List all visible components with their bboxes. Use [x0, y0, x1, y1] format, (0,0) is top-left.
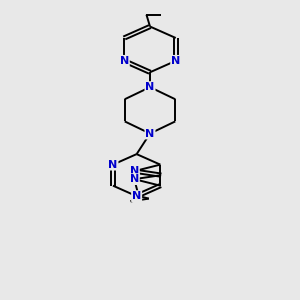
Text: N: N	[171, 56, 180, 66]
Text: N: N	[146, 128, 154, 139]
Text: N: N	[120, 56, 129, 66]
Text: N: N	[132, 191, 141, 201]
Text: N: N	[130, 174, 139, 184]
Text: N: N	[146, 82, 154, 92]
Text: N: N	[108, 160, 118, 170]
Text: N: N	[130, 166, 139, 176]
